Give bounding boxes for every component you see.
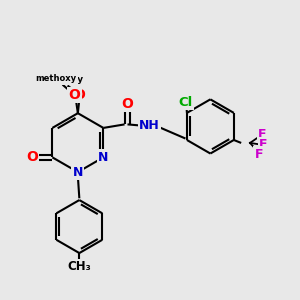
Text: methoxy: methoxy xyxy=(35,74,76,83)
Text: O: O xyxy=(26,150,38,164)
Text: CH₃: CH₃ xyxy=(68,260,91,273)
Text: Cl: Cl xyxy=(178,95,193,109)
Text: N: N xyxy=(73,166,83,178)
Text: F: F xyxy=(258,128,267,141)
Text: N: N xyxy=(98,151,109,164)
Text: F: F xyxy=(255,148,263,160)
Text: NH: NH xyxy=(139,119,160,132)
Text: F: F xyxy=(259,138,268,151)
Text: O: O xyxy=(122,97,134,111)
Text: methoxy: methoxy xyxy=(40,75,84,84)
Text: O: O xyxy=(68,88,80,102)
Text: O: O xyxy=(74,88,85,102)
